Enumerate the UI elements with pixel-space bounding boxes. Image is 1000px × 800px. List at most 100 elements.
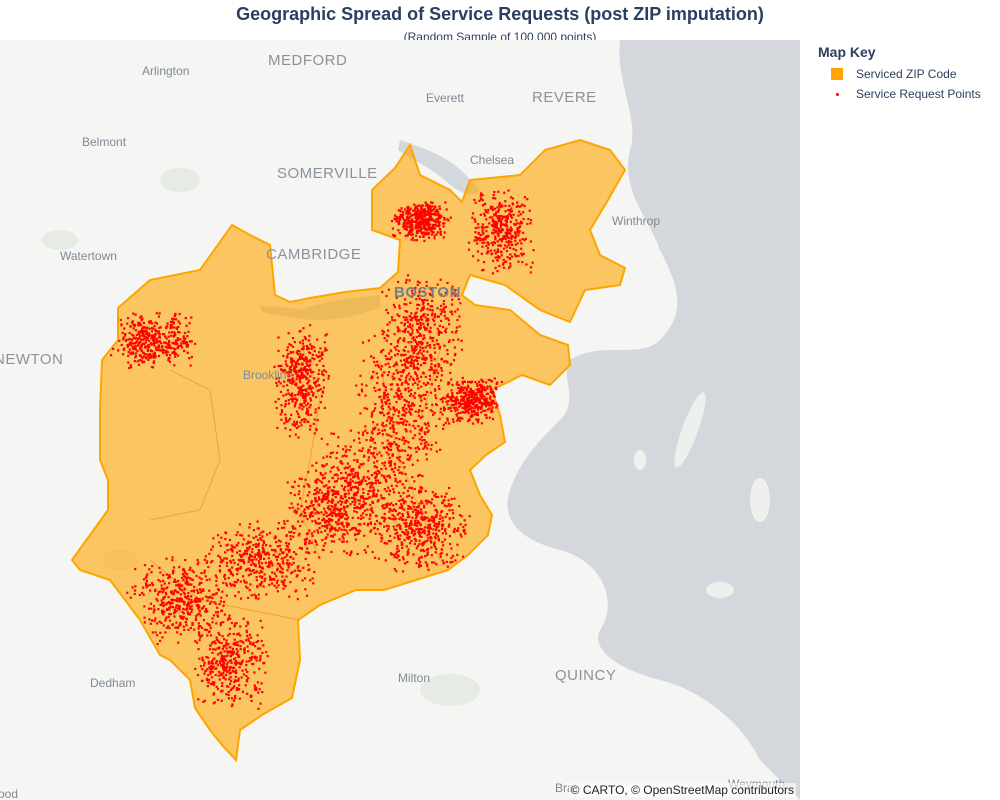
service-request-point bbox=[312, 370, 315, 374]
service-request-point bbox=[455, 413, 458, 416]
service-request-point bbox=[369, 489, 372, 492]
service-request-point bbox=[127, 361, 130, 364]
service-request-point bbox=[356, 533, 359, 536]
service-request-point bbox=[396, 456, 399, 459]
service-request-point bbox=[215, 659, 218, 663]
service-request-point bbox=[171, 623, 174, 627]
service-request-point bbox=[348, 465, 351, 468]
service-request-point bbox=[189, 601, 192, 604]
service-request-point bbox=[311, 464, 314, 467]
map-view[interactable]: MEDFORD Arlington Everett REVERE Belmont… bbox=[0, 40, 800, 800]
service-request-point bbox=[245, 552, 249, 555]
service-request-point bbox=[373, 334, 376, 337]
service-request-point bbox=[454, 403, 458, 406]
service-request-point bbox=[227, 685, 230, 688]
service-request-point bbox=[496, 248, 499, 251]
service-request-point bbox=[523, 238, 526, 242]
service-request-point bbox=[173, 578, 176, 581]
service-request-point bbox=[300, 391, 304, 394]
service-request-point bbox=[142, 321, 145, 325]
service-request-point bbox=[415, 335, 418, 339]
service-request-point bbox=[459, 523, 462, 526]
service-request-point bbox=[397, 491, 401, 494]
service-request-point bbox=[344, 495, 347, 499]
service-request-point bbox=[261, 626, 264, 629]
service-request-point bbox=[360, 463, 363, 466]
service-request-point bbox=[171, 320, 174, 323]
service-request-point bbox=[138, 334, 142, 337]
service-request-point bbox=[229, 671, 232, 675]
service-request-point bbox=[421, 307, 424, 310]
service-request-point bbox=[471, 392, 474, 395]
service-request-point bbox=[285, 541, 288, 545]
service-request-point bbox=[359, 517, 363, 520]
service-request-point bbox=[123, 327, 126, 330]
service-request-point bbox=[505, 240, 508, 243]
service-request-point bbox=[418, 356, 421, 359]
service-request-point bbox=[174, 355, 177, 358]
service-request-point bbox=[143, 605, 146, 608]
service-request-point bbox=[320, 491, 323, 494]
service-request-point bbox=[426, 299, 429, 302]
service-request-point bbox=[510, 234, 513, 237]
service-request-point bbox=[501, 238, 504, 241]
service-request-point bbox=[366, 524, 369, 527]
service-request-point bbox=[310, 532, 314, 535]
service-request-point bbox=[280, 566, 283, 569]
service-request-point bbox=[368, 482, 371, 485]
service-request-point bbox=[311, 394, 314, 397]
service-request-point bbox=[353, 503, 356, 506]
service-request-point bbox=[331, 451, 334, 454]
service-request-point bbox=[215, 584, 218, 587]
service-request-point bbox=[414, 227, 417, 230]
service-request-point bbox=[487, 234, 490, 237]
service-request-point bbox=[182, 591, 185, 594]
service-request-point bbox=[317, 478, 320, 481]
service-request-point bbox=[475, 388, 478, 391]
service-request-point bbox=[486, 408, 490, 411]
service-request-point bbox=[402, 217, 405, 220]
service-request-point bbox=[276, 579, 279, 582]
service-request-point bbox=[432, 528, 435, 531]
service-request-point bbox=[161, 333, 165, 336]
service-request-point bbox=[378, 411, 382, 414]
service-request-point bbox=[300, 357, 303, 360]
service-request-point bbox=[440, 369, 443, 372]
service-request-point bbox=[300, 374, 303, 377]
service-request-point bbox=[450, 404, 453, 407]
service-request-point bbox=[410, 340, 413, 344]
service-request-point bbox=[262, 644, 265, 647]
map-canvas[interactable]: MEDFORD Arlington Everett REVERE Belmont… bbox=[0, 40, 800, 800]
service-request-point bbox=[233, 685, 236, 688]
service-request-point bbox=[213, 692, 216, 695]
service-request-point bbox=[158, 348, 161, 352]
service-request-point bbox=[411, 213, 414, 217]
service-request-point bbox=[160, 342, 163, 345]
service-request-point bbox=[517, 231, 520, 234]
service-request-point bbox=[428, 208, 431, 211]
service-request-point bbox=[378, 431, 381, 435]
service-request-point bbox=[286, 519, 289, 522]
service-request-point bbox=[167, 625, 170, 628]
service-request-point bbox=[364, 425, 367, 428]
service-request-point bbox=[375, 372, 378, 375]
service-request-point bbox=[447, 525, 450, 528]
service-request-point bbox=[482, 237, 485, 240]
service-request-point bbox=[344, 517, 347, 520]
service-request-point bbox=[218, 678, 221, 681]
service-request-point bbox=[415, 239, 418, 242]
service-request-point bbox=[455, 396, 458, 399]
service-request-point bbox=[128, 348, 131, 351]
service-request-point bbox=[153, 335, 156, 338]
service-request-point bbox=[489, 395, 492, 398]
service-request-point bbox=[300, 424, 303, 427]
service-request-point bbox=[197, 605, 200, 608]
service-request-point bbox=[301, 579, 304, 582]
service-request-point bbox=[235, 663, 238, 666]
service-request-point bbox=[446, 403, 449, 406]
service-request-point bbox=[397, 387, 400, 390]
service-request-point bbox=[444, 317, 447, 320]
service-request-point bbox=[405, 479, 408, 482]
service-request-point bbox=[406, 495, 409, 498]
service-request-point bbox=[442, 300, 446, 303]
